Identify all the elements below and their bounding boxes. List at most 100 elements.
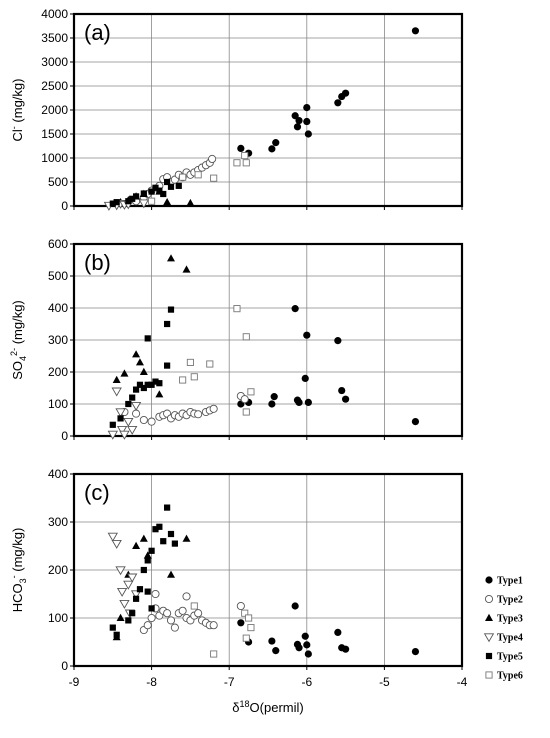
- y-axis-title: Cl- (mg/kg): [9, 79, 25, 142]
- series-type1: [237, 602, 420, 658]
- x-tick-label: -5: [379, 675, 390, 689]
- data-point: [167, 306, 175, 313]
- data-point: [116, 613, 125, 621]
- data-point: [242, 634, 250, 642]
- legend-label: Type1: [497, 576, 523, 587]
- series-type2: [139, 589, 245, 635]
- data-point: [167, 530, 175, 538]
- data-point: [138, 199, 150, 209]
- x-axis-title: δ18O(permil): [232, 699, 303, 715]
- data-point: [125, 617, 132, 624]
- data-point: [125, 198, 132, 205]
- data-point: [140, 566, 147, 574]
- data-point: [179, 173, 187, 181]
- series-type1: [237, 27, 420, 157]
- data-point: [160, 190, 167, 198]
- data-point: [411, 418, 420, 426]
- data-point: [242, 333, 250, 341]
- data-point: [210, 650, 218, 658]
- data-point: [291, 602, 299, 610]
- plot-frame: [72, 242, 464, 438]
- data-point: [209, 404, 218, 413]
- data-points: [107, 504, 420, 658]
- data-point: [338, 386, 346, 395]
- data-point: [170, 623, 179, 632]
- data-point: [301, 374, 309, 382]
- legend-marker: [483, 633, 495, 643]
- x-tick-label: -4: [457, 675, 468, 689]
- y-tick-label: 3000: [41, 55, 68, 69]
- data-point: [113, 631, 120, 638]
- data-point: [152, 184, 159, 191]
- panel-label: (b): [84, 250, 111, 275]
- plot-frame: [72, 12, 464, 208]
- legend-marker: [485, 671, 493, 679]
- legend-label: Type4: [497, 633, 523, 644]
- data-point: [237, 144, 245, 152]
- data-point: [130, 401, 142, 411]
- data-point: [411, 27, 420, 35]
- data-point: [112, 375, 121, 383]
- legend-marker: [485, 652, 493, 660]
- data-point: [156, 523, 163, 530]
- data-point: [164, 320, 171, 328]
- data-point: [241, 152, 249, 160]
- data-point: [194, 171, 202, 179]
- data-points: [107, 254, 420, 440]
- data-point: [120, 369, 129, 377]
- legend-item: Type1: [485, 576, 523, 587]
- data-point: [293, 123, 302, 131]
- data-point: [171, 540, 178, 547]
- data-point: [242, 159, 250, 167]
- data-point: [107, 430, 118, 440]
- data-point: [143, 621, 152, 630]
- series-type1: [237, 305, 420, 426]
- data-point: [208, 154, 217, 164]
- data-point: [132, 595, 140, 602]
- y-tick-label: 3500: [41, 31, 68, 45]
- legend-item: Type3: [485, 614, 523, 625]
- legend-marker: [485, 576, 493, 584]
- data-point: [303, 117, 311, 126]
- data-point: [115, 408, 126, 418]
- y-axis-title: SO42- (mg/kg): [9, 300, 28, 380]
- data-point: [295, 398, 303, 406]
- data-point: [139, 534, 148, 542]
- data-point: [182, 534, 191, 542]
- data-point: [132, 541, 141, 549]
- data-point: [236, 601, 245, 611]
- data-point: [291, 112, 299, 120]
- data-point: [304, 130, 312, 138]
- data-point: [163, 609, 172, 618]
- data-point: [107, 532, 118, 542]
- data-point: [160, 538, 167, 545]
- series-type2: [132, 154, 217, 206]
- series-type3: [112, 254, 191, 398]
- data-point: [342, 89, 350, 97]
- y-tick-label: 1500: [41, 127, 68, 141]
- data-point: [140, 190, 147, 197]
- y-tick-label: 0: [61, 659, 68, 673]
- data-point: [155, 390, 164, 398]
- data-point: [304, 650, 312, 658]
- x-axis-tick-labels: -9 -8 -7 -6 -5 -4: [69, 675, 468, 689]
- data-point: [182, 592, 191, 601]
- data-point: [210, 174, 218, 182]
- data-point: [125, 400, 132, 408]
- data-point: [127, 425, 138, 435]
- series-type6: [148, 152, 250, 205]
- data-points: [103, 27, 420, 211]
- data-point: [116, 587, 128, 597]
- data-point: [303, 104, 311, 112]
- data-point: [109, 624, 116, 631]
- data-point: [144, 381, 151, 388]
- data-point: [164, 504, 171, 511]
- data-point: [132, 193, 140, 200]
- data-point: [127, 573, 138, 583]
- data-point: [148, 381, 155, 388]
- data-point: [148, 197, 156, 205]
- x-tick-label: -9: [69, 675, 80, 689]
- y-tick-label: 200: [48, 365, 68, 379]
- data-point: [148, 188, 155, 195]
- data-point: [334, 628, 342, 637]
